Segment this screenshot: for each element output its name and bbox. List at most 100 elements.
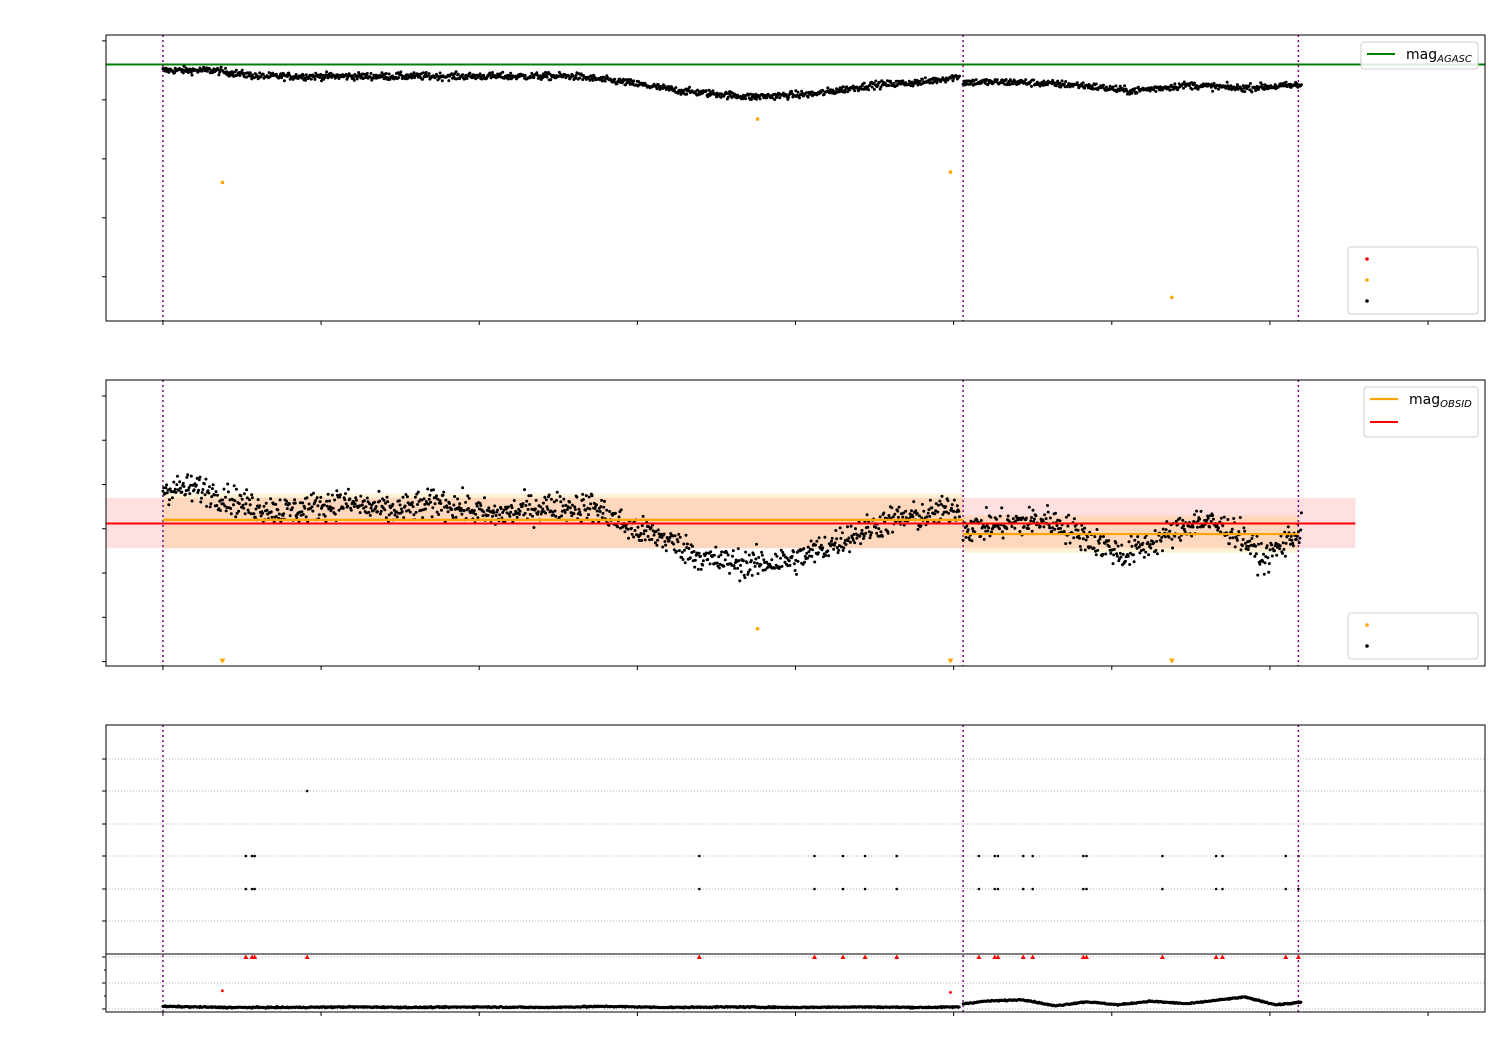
p2-ok-point bbox=[879, 530, 883, 534]
p2-ok-point bbox=[966, 528, 970, 532]
p2-ok-point bbox=[175, 483, 179, 487]
p1-ok-point bbox=[208, 67, 211, 71]
p2-ok-point bbox=[587, 513, 590, 517]
p1-ok-point bbox=[920, 77, 924, 81]
p2-ok-point bbox=[596, 513, 600, 517]
p1-ok-point bbox=[1133, 87, 1137, 91]
p2-ok-point bbox=[918, 514, 921, 518]
p2-ok-point bbox=[1031, 508, 1035, 512]
p2-ok-point bbox=[1006, 514, 1010, 518]
p2-ok-point bbox=[200, 491, 204, 494]
p1-ok-point bbox=[798, 96, 801, 100]
p2-ok-point bbox=[1079, 548, 1083, 552]
p3-flag-point bbox=[977, 887, 981, 891]
p2-ok-point bbox=[323, 514, 327, 518]
p2-ok-point bbox=[637, 538, 641, 542]
p2-ok-point bbox=[587, 495, 591, 499]
p2-ok-point bbox=[749, 559, 753, 562]
p2-ok-point bbox=[953, 516, 957, 520]
p2-ok-point bbox=[398, 503, 402, 507]
p2-ok-point bbox=[755, 561, 759, 565]
p2-ok-point bbox=[577, 507, 581, 511]
p2-ok-point bbox=[728, 571, 732, 575]
p1-ok-point bbox=[217, 73, 221, 77]
p2-ok-point bbox=[472, 509, 476, 513]
p2-ok-point bbox=[957, 509, 961, 513]
p1-ok-point bbox=[300, 76, 304, 80]
p2-ok-point bbox=[301, 513, 305, 516]
p2-ok-point bbox=[1135, 546, 1139, 550]
p2-ok-point bbox=[1159, 539, 1163, 543]
p1-ok-point bbox=[181, 68, 185, 72]
p2-ok-point bbox=[955, 504, 959, 508]
p1-ok-point bbox=[1030, 84, 1033, 88]
p2-ok-point bbox=[1275, 545, 1279, 549]
p2-ok-point bbox=[1253, 554, 1257, 558]
p1-ok-point bbox=[1058, 81, 1062, 85]
p1-ok-point bbox=[726, 95, 730, 99]
p2-ok-point bbox=[165, 483, 169, 487]
p1-ok-point bbox=[676, 91, 680, 95]
p2-ok-point bbox=[555, 490, 559, 494]
p2-ok-point bbox=[743, 576, 747, 580]
p3-flag-point bbox=[1082, 854, 1085, 858]
p2-ok-point bbox=[1112, 547, 1116, 551]
p2-ok-point bbox=[732, 564, 736, 568]
p2-ok-point bbox=[811, 548, 814, 552]
p2-ok-point bbox=[773, 566, 777, 570]
p2-ok-point bbox=[559, 500, 563, 504]
p2-ok-point bbox=[1281, 541, 1285, 545]
p2-ok-point bbox=[877, 527, 881, 531]
p2-ok-point bbox=[413, 495, 417, 499]
p1-ok-point bbox=[787, 96, 790, 99]
p2-ok-point bbox=[269, 510, 273, 514]
p1-ok-point bbox=[688, 85, 692, 89]
p1-ok-point bbox=[571, 74, 575, 78]
p2-ok-point bbox=[910, 509, 913, 513]
p2-ok-point bbox=[368, 502, 371, 506]
p2-ok-point bbox=[229, 512, 233, 516]
p2-ok-point bbox=[1030, 529, 1034, 533]
p2-ok-point bbox=[654, 530, 658, 533]
p2-ok-point bbox=[346, 504, 350, 508]
p1-ok-point bbox=[1132, 89, 1136, 93]
p1-ok-point bbox=[231, 72, 235, 76]
p2-ok-point bbox=[526, 507, 530, 511]
p2-ok-point bbox=[1133, 538, 1137, 542]
p2-ok-point bbox=[838, 526, 842, 530]
p2-ok-point bbox=[1168, 529, 1172, 533]
p2-ok-point bbox=[927, 508, 931, 512]
p2-ok-point bbox=[608, 510, 612, 513]
p2-ok-point bbox=[775, 554, 779, 558]
p2-ok-point bbox=[454, 515, 458, 519]
p2-ok-point bbox=[859, 542, 863, 546]
p2-ok-point bbox=[243, 512, 247, 516]
p1-ok-point bbox=[369, 72, 373, 75]
p2-ok-point bbox=[692, 550, 696, 553]
p1-ok-point bbox=[523, 74, 527, 77]
p2-ok-point bbox=[422, 497, 426, 501]
p1-ok-segment bbox=[961, 78, 1303, 96]
p1-ok-point bbox=[412, 71, 416, 75]
p2-ok-point bbox=[858, 534, 862, 538]
p2-ok-point bbox=[1118, 551, 1122, 555]
p2-ok-point bbox=[433, 502, 437, 506]
p1-ok-point bbox=[578, 76, 582, 80]
p2-ok-point bbox=[595, 503, 598, 507]
p2-ok-point bbox=[938, 499, 942, 503]
p2-ok-point bbox=[984, 506, 988, 509]
p2-ok-point bbox=[817, 536, 821, 540]
p2-ok-point bbox=[1022, 525, 1026, 528]
p2-ok-point bbox=[459, 509, 462, 513]
p2-ok-point bbox=[973, 530, 977, 534]
p2-ok-point bbox=[191, 483, 195, 487]
p2-ok-point bbox=[744, 550, 748, 554]
p1-ok-point bbox=[1083, 86, 1087, 90]
p3-flag-point bbox=[250, 887, 254, 891]
p1-ok-point bbox=[680, 88, 684, 92]
p2-ok-point bbox=[215, 504, 219, 507]
p2-ok-point bbox=[242, 492, 246, 496]
p2-ok-point bbox=[346, 487, 350, 491]
p2-ok-point bbox=[1222, 515, 1226, 519]
p2-ok-point bbox=[218, 509, 222, 512]
